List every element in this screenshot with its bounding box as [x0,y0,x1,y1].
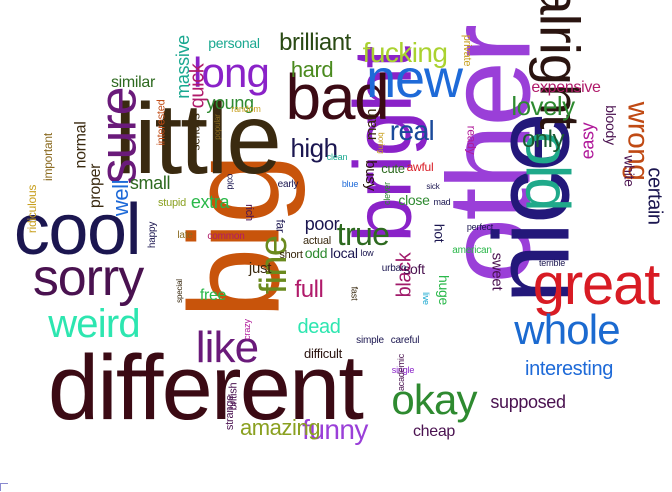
word-full: full [294,276,324,303]
word-okay: okay [391,376,477,423]
word-cute: cute [381,160,405,176]
word-mad: mad [433,196,451,207]
word-whole: whole [514,306,620,353]
word-dead: dead [297,316,341,338]
word-high: high [290,133,338,163]
word-ready: ready [464,125,479,154]
word-sick: sick [426,182,440,191]
word-interesting: interesting [525,358,613,380]
word-odd: odd [304,245,328,261]
word-serious: serious [188,113,203,151]
word-certain: certain [643,167,666,225]
word-fast: fast [348,286,359,301]
word-far: far [273,219,288,233]
word-actual: actual [302,234,332,247]
word-new: new [366,49,463,109]
word-early: early [277,179,299,190]
word-special: special [174,279,184,303]
word-low: low [360,247,374,258]
word-busy: busy [361,160,379,191]
word-proper: proper [87,163,105,208]
word-common: common [207,231,245,242]
word-terrible: terrible [538,257,566,268]
word-bad: bad [285,61,390,133]
word-weird: weird [48,302,140,346]
word-lovely: lovely [511,91,575,121]
word-massive: massive [172,35,193,100]
word-difficult: difficult [304,345,342,361]
word-cold: cold [224,173,235,190]
word-different: different [47,337,364,439]
word-academic: academic [395,354,406,392]
word-hot: hot [431,223,448,242]
word-cool: cool [13,190,142,270]
corner-mark [0,483,8,491]
word-interested: interested [155,99,168,146]
word-free: free [199,287,227,304]
word-just: just [248,259,272,277]
word-well: well [108,179,134,216]
word-clean: clean [326,151,348,162]
word-white: white [621,155,638,187]
word-random: random [231,103,261,114]
word-rich: rich [242,203,255,221]
word-crazy: crazy [241,318,252,340]
word-late: late [177,230,193,241]
word-awful: awful [406,160,434,174]
word-small: small [129,173,171,193]
word-soft: soft [403,261,425,277]
word-huge: huge [436,274,453,305]
word-young: young [206,93,254,113]
word-sweet: sweet [487,252,505,291]
word-bloody: bloody [602,105,619,145]
word-single: single [391,364,415,375]
word-strange: strange [223,395,236,431]
word-local: local [330,245,358,261]
word-cheap: cheap [413,423,455,440]
word-ridiculous: ridiculous [25,184,40,233]
word-important: important [40,133,55,181]
word-little: little [114,83,282,195]
word-easy: easy [577,122,598,159]
word-real: real [389,115,435,146]
word-funny: funny [302,414,368,445]
word-supposed: supposed [490,392,566,412]
word-happy: happy [147,221,159,248]
word-extra: extra [190,192,230,212]
word-stupid: stupid [157,196,187,209]
word-true: true [336,216,390,252]
word-short: short [279,248,303,261]
word-long: long [192,49,270,96]
word-brilliant: brilliant [279,29,351,56]
word-poor: poor [304,214,340,234]
word-private: private [460,35,473,67]
word-great: great [532,252,661,317]
word-close: close [398,192,430,208]
word-boring: boring [376,132,386,154]
word-similar: similar [111,74,155,91]
word-fucking: fucking [362,37,448,68]
word-personal: personal [208,35,260,51]
word-urban: urban [381,263,407,274]
word-sorry: sorry [32,249,144,307]
word-hard: hard [290,57,334,82]
word-clever: clever [381,181,392,205]
word-expensive: expensive [531,79,601,96]
word-normal: normal [72,121,90,168]
word-popular: popular [212,114,222,140]
word-live: live [420,291,431,305]
word-blue: blue [341,178,359,189]
word-careful: careful [390,335,420,346]
word-only: only [521,126,565,153]
word-simple: simple [356,335,384,346]
word-like: like [195,323,259,372]
word-amazing: amazing [239,415,321,440]
word-american: american [452,245,492,256]
word-perfect: perfect [466,221,494,232]
